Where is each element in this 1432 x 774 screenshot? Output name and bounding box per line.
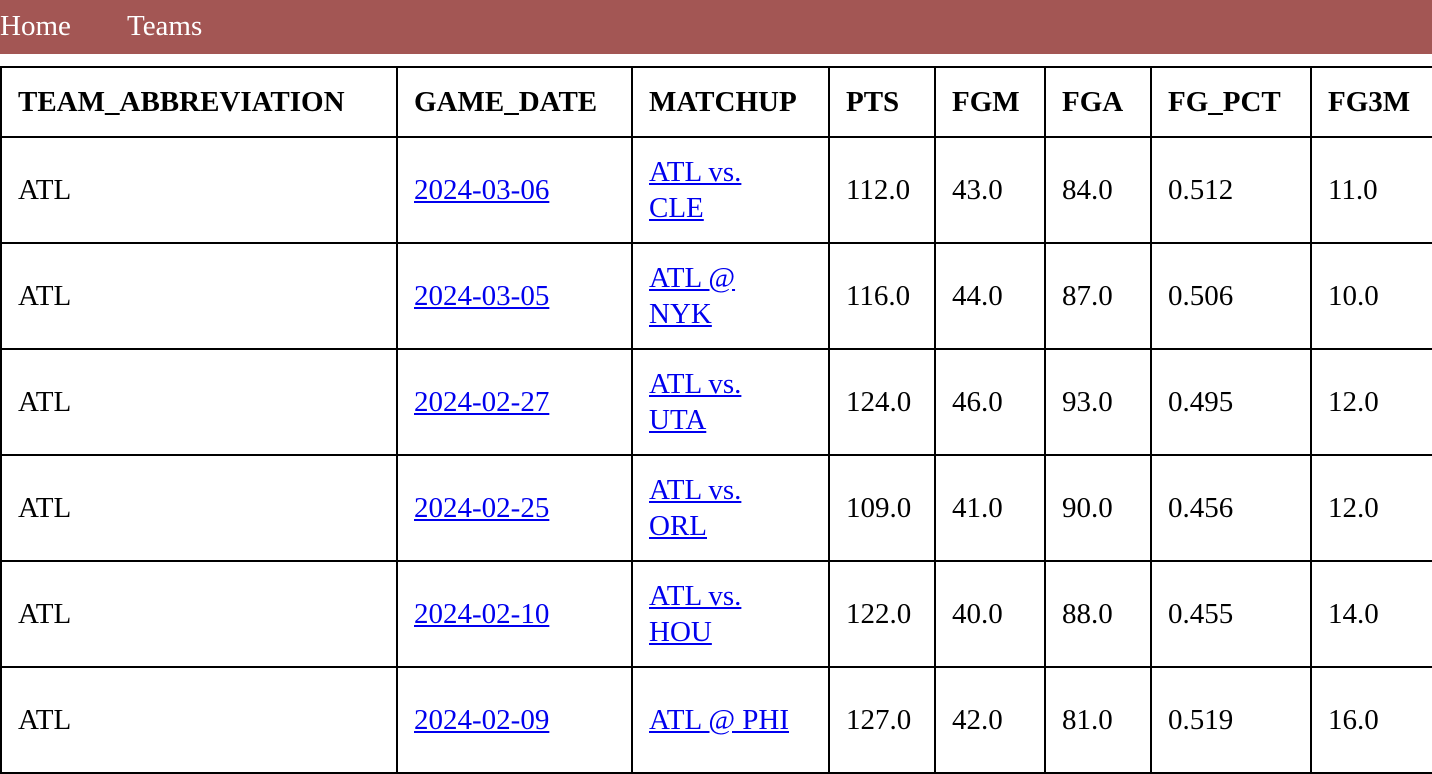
cell-team: ATL (0, 666, 398, 774)
cell-matchup: ATL vs. CLE (631, 136, 830, 244)
cell-team: ATL (0, 348, 398, 456)
table-row: ATL 2024-02-10 ATL vs. HOU 122.0 40.0 88… (0, 560, 1432, 668)
cell-fg3m: 10.0 (1310, 242, 1432, 350)
table-row: ATL 2024-03-05 ATL @ NYK 116.0 44.0 87.0… (0, 242, 1432, 350)
game-stats-table: TEAM_ABBREVIATION GAME_DATE MATCHUP PTS … (0, 66, 1432, 774)
nav-link-home[interactable]: Home (0, 10, 71, 42)
column-header-fga: FGA (1044, 66, 1152, 138)
matchup-link[interactable]: ATL @ NYK (649, 262, 736, 330)
cell-game-date: 2024-03-06 (396, 136, 633, 244)
cell-team: ATL (0, 560, 398, 668)
game-date-link[interactable]: 2024-03-05 (414, 280, 550, 312)
matchup-link[interactable]: ATL vs. UTA (649, 368, 742, 436)
table-row: ATL 2024-02-27 ATL vs. UTA 124.0 46.0 93… (0, 348, 1432, 456)
cell-pts: 112.0 (828, 136, 936, 244)
cell-team: ATL (0, 242, 398, 350)
cell-fga: 93.0 (1044, 348, 1152, 456)
table-row: ATL 2024-03-06 ATL vs. CLE 112.0 43.0 84… (0, 136, 1432, 244)
game-date-link[interactable]: 2024-02-10 (414, 598, 550, 630)
cell-fga: 81.0 (1044, 666, 1152, 774)
cell-pts: 127.0 (828, 666, 936, 774)
nav-link-teams[interactable]: Teams (127, 10, 203, 42)
table-row: ATL 2024-02-09 ATL @ PHI 127.0 42.0 81.0… (0, 666, 1432, 774)
cell-game-date: 2024-02-27 (396, 348, 633, 456)
cell-fg3m: 16.0 (1310, 666, 1432, 774)
column-header-game-date: GAME_DATE (396, 66, 633, 138)
cell-matchup: ATL vs. HOU (631, 560, 830, 668)
column-header-team-abbreviation: TEAM_ABBREVIATION (0, 66, 398, 138)
cell-pts: 109.0 (828, 454, 936, 562)
cell-fgm: 43.0 (934, 136, 1046, 244)
column-header-pts: PTS (828, 66, 936, 138)
game-date-link[interactable]: 2024-02-27 (414, 386, 550, 418)
cell-matchup: ATL vs. UTA (631, 348, 830, 456)
cell-fg-pct: 0.455 (1150, 560, 1312, 668)
cell-pts: 116.0 (828, 242, 936, 350)
column-header-fgm: FGM (934, 66, 1046, 138)
cell-game-date: 2024-02-10 (396, 560, 633, 668)
cell-fgm: 44.0 (934, 242, 1046, 350)
cell-matchup: ATL @ PHI (631, 666, 830, 774)
cell-fg-pct: 0.495 (1150, 348, 1312, 456)
cell-fga: 87.0 (1044, 242, 1152, 350)
cell-matchup: ATL vs. ORL (631, 454, 830, 562)
cell-fgm: 46.0 (934, 348, 1046, 456)
game-date-link[interactable]: 2024-03-06 (414, 174, 550, 206)
cell-fg-pct: 0.512 (1150, 136, 1312, 244)
cell-fg3m: 11.0 (1310, 136, 1432, 244)
cell-matchup: ATL @ NYK (631, 242, 830, 350)
cell-fgm: 42.0 (934, 666, 1046, 774)
cell-fg3m: 12.0 (1310, 454, 1432, 562)
matchup-link[interactable]: ATL vs. ORL (649, 474, 742, 542)
column-header-fg-pct: FG_PCT (1150, 66, 1312, 138)
column-header-fg3m: FG3M (1310, 66, 1432, 138)
cell-fga: 88.0 (1044, 560, 1152, 668)
cell-fga: 90.0 (1044, 454, 1152, 562)
cell-pts: 124.0 (828, 348, 936, 456)
cell-fgm: 40.0 (934, 560, 1046, 668)
cell-fgm: 41.0 (934, 454, 1046, 562)
cell-team: ATL (0, 454, 398, 562)
game-date-link[interactable]: 2024-02-09 (414, 704, 550, 736)
cell-fg-pct: 0.456 (1150, 454, 1312, 562)
matchup-link[interactable]: ATL @ PHI (649, 704, 790, 736)
cell-game-date: 2024-02-09 (396, 666, 633, 774)
cell-team: ATL (0, 136, 398, 244)
cell-fg3m: 14.0 (1310, 560, 1432, 668)
cell-fg-pct: 0.519 (1150, 666, 1312, 774)
matchup-link[interactable]: ATL vs. HOU (649, 580, 742, 648)
matchup-link[interactable]: ATL vs. CLE (649, 156, 742, 224)
cell-pts: 122.0 (828, 560, 936, 668)
game-date-link[interactable]: 2024-02-25 (414, 492, 550, 524)
table-row: ATL 2024-02-25 ATL vs. ORL 109.0 41.0 90… (0, 454, 1432, 562)
cell-fga: 84.0 (1044, 136, 1152, 244)
top-navbar: Home Teams (0, 0, 1432, 54)
table-header-row: TEAM_ABBREVIATION GAME_DATE MATCHUP PTS … (0, 66, 1432, 138)
cell-game-date: 2024-02-25 (396, 454, 633, 562)
cell-fg-pct: 0.506 (1150, 242, 1312, 350)
column-header-matchup: MATCHUP (631, 66, 830, 138)
cell-fg3m: 12.0 (1310, 348, 1432, 456)
cell-game-date: 2024-03-05 (396, 242, 633, 350)
